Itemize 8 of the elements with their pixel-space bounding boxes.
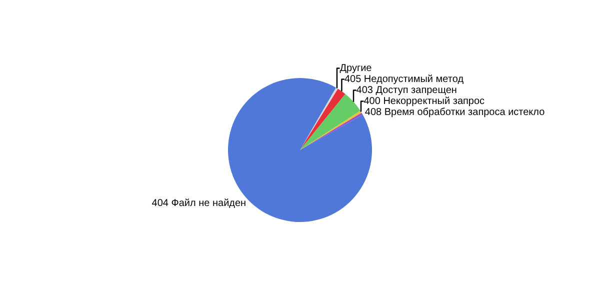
- pie-slice: [300, 94, 360, 150]
- pie-slice: [300, 88, 346, 150]
- slice-label: 400 Некорректный запрос: [364, 96, 485, 107]
- slice-label: 408 Время обработки запроса истекло: [364, 106, 546, 118]
- slice-label: 403 Доступ запрещен: [356, 84, 457, 96]
- slice-label: Другие: [340, 62, 372, 74]
- slice-label: 405 Недопустимый метод: [344, 74, 464, 85]
- slice-label: 404 Файл не найден: [152, 198, 246, 209]
